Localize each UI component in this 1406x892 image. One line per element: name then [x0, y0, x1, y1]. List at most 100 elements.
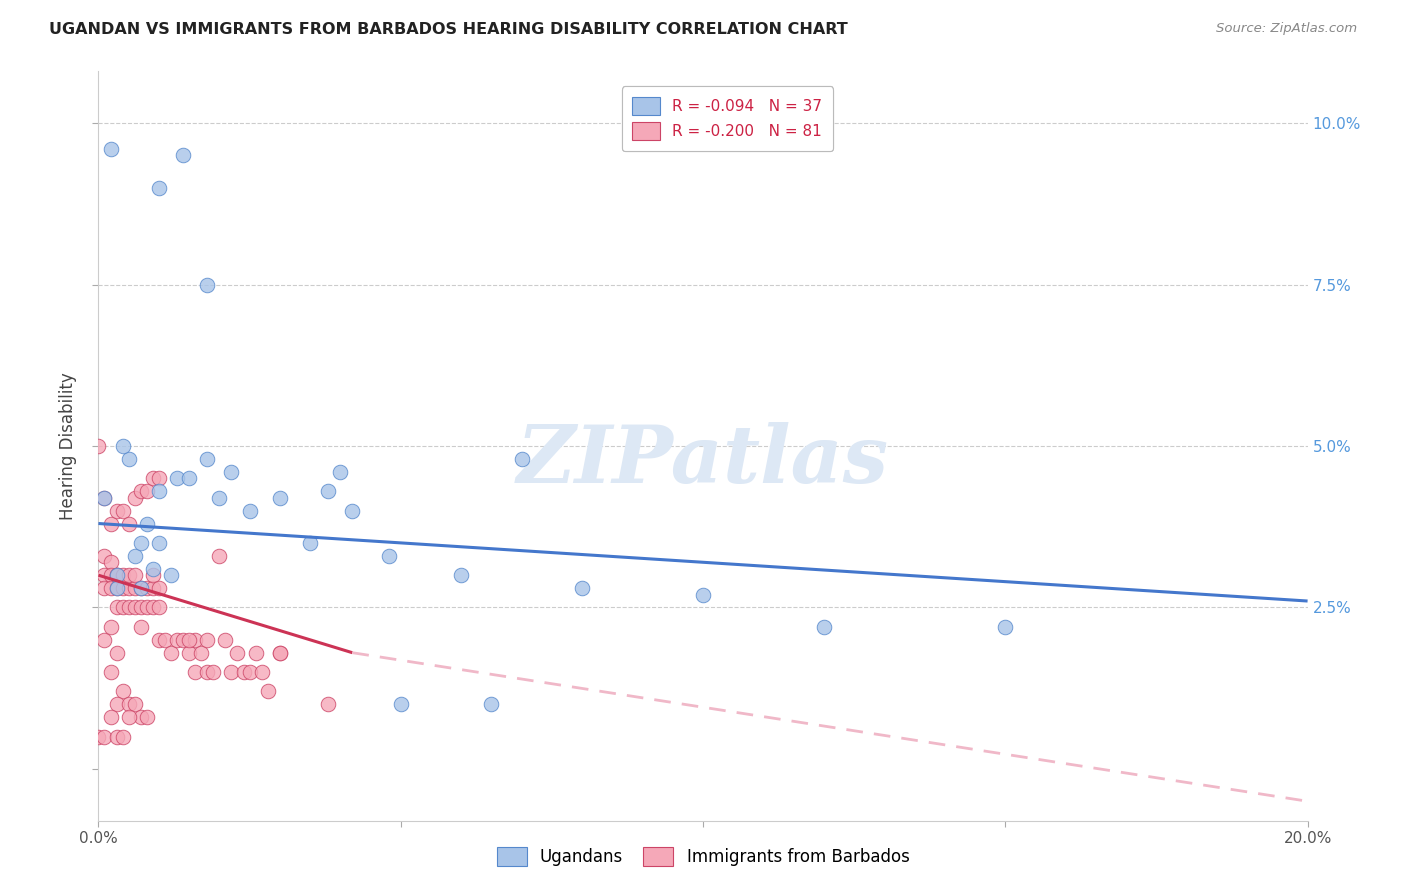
Text: ZIPatlas: ZIPatlas	[517, 422, 889, 500]
Point	[93, 491, 115, 505]
Point	[111, 730, 134, 744]
Point	[87, 730, 110, 744]
Point	[994, 620, 1017, 634]
Point	[93, 632, 115, 647]
Point	[135, 516, 157, 531]
Point	[135, 484, 157, 499]
Point	[692, 588, 714, 602]
Point	[111, 600, 134, 615]
Point	[329, 465, 352, 479]
Point	[105, 646, 128, 660]
Point	[100, 568, 122, 582]
Point	[148, 484, 170, 499]
Point	[208, 491, 231, 505]
Point	[111, 503, 134, 517]
Point	[142, 600, 165, 615]
Point	[118, 600, 141, 615]
Point	[100, 620, 122, 634]
Point	[208, 549, 231, 563]
Point	[105, 698, 128, 712]
Point	[118, 710, 141, 724]
Point	[148, 471, 170, 485]
Point	[377, 549, 399, 563]
Point	[105, 568, 128, 582]
Point	[142, 568, 165, 582]
Point	[214, 632, 236, 647]
Point	[105, 503, 128, 517]
Point	[172, 148, 194, 162]
Point	[245, 646, 267, 660]
Point	[450, 568, 472, 582]
Point	[142, 562, 165, 576]
Point	[510, 451, 533, 466]
Point	[239, 503, 262, 517]
Point	[105, 581, 128, 595]
Point	[100, 581, 122, 595]
Point	[93, 549, 115, 563]
Text: Source: ZipAtlas.com: Source: ZipAtlas.com	[1216, 22, 1357, 36]
Point	[129, 536, 152, 550]
Point	[111, 568, 134, 582]
Point	[118, 568, 141, 582]
Point	[221, 665, 243, 679]
Point	[129, 484, 152, 499]
Point	[195, 451, 218, 466]
Point	[87, 439, 110, 453]
Point	[571, 581, 593, 595]
Point	[232, 665, 254, 679]
Point	[342, 503, 364, 517]
Point	[100, 142, 122, 156]
Point	[148, 180, 170, 194]
Point	[184, 665, 207, 679]
Point	[481, 698, 503, 712]
Point	[179, 632, 201, 647]
Point	[105, 600, 128, 615]
Point	[316, 484, 339, 499]
Point	[105, 581, 128, 595]
Point	[129, 710, 152, 724]
Point	[202, 665, 225, 679]
Point	[118, 451, 141, 466]
Y-axis label: Hearing Disability: Hearing Disability	[59, 372, 77, 520]
Point	[124, 549, 146, 563]
Point	[148, 600, 170, 615]
Point	[93, 730, 115, 744]
Point	[100, 710, 122, 724]
Point	[250, 665, 273, 679]
Point	[269, 646, 291, 660]
Point	[172, 632, 194, 647]
Point	[813, 620, 835, 634]
Point	[135, 600, 157, 615]
Point	[299, 536, 322, 550]
Point	[105, 568, 128, 582]
Point	[316, 698, 339, 712]
Point	[166, 471, 188, 485]
Point	[221, 465, 243, 479]
Point	[135, 581, 157, 595]
Point	[256, 684, 278, 698]
Point	[184, 632, 207, 647]
Point	[105, 568, 128, 582]
Legend: R = -0.094   N = 37, R = -0.200   N = 81: R = -0.094 N = 37, R = -0.200 N = 81	[621, 87, 832, 151]
Point	[166, 632, 188, 647]
Point	[93, 581, 115, 595]
Point	[100, 555, 122, 569]
Point	[118, 516, 141, 531]
Point	[118, 581, 141, 595]
Point	[179, 471, 201, 485]
Point	[389, 698, 412, 712]
Point	[129, 581, 152, 595]
Point	[118, 698, 141, 712]
Point	[226, 646, 249, 660]
Point	[269, 646, 291, 660]
Point	[124, 600, 146, 615]
Legend: Ugandans, Immigrants from Barbados: Ugandans, Immigrants from Barbados	[488, 838, 918, 875]
Point	[100, 665, 122, 679]
Point	[160, 568, 183, 582]
Point	[129, 581, 152, 595]
Point	[195, 665, 218, 679]
Point	[111, 439, 134, 453]
Point	[111, 581, 134, 595]
Point	[148, 632, 170, 647]
Point	[129, 620, 152, 634]
